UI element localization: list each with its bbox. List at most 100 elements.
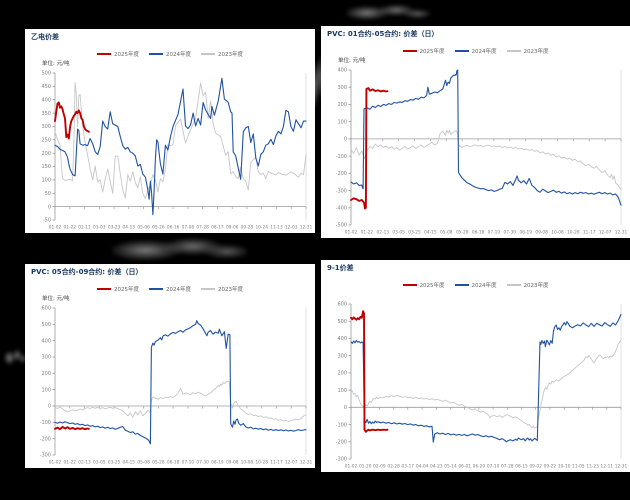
- x-tick-label: 11-17: [270, 459, 283, 465]
- chart-title: 乙电价差: [31, 33, 59, 41]
- x-tick-label: 03-05: [93, 459, 106, 465]
- series-line: [54, 319, 307, 445]
- x-tick-label: 06-01: [458, 463, 471, 469]
- y-tick-label: 500: [41, 322, 51, 328]
- x-tick-label: 04-13: [123, 224, 136, 230]
- x-tick-label: 01-20: [359, 463, 372, 469]
- series-line: [54, 101, 90, 140]
- legend-label: 2025年度: [114, 286, 139, 293]
- y-tick-label: 400: [41, 338, 51, 344]
- chart-legend: 2025年度 2024年度 2023年度: [321, 47, 630, 55]
- x-tick-label: 03-25: [108, 459, 121, 465]
- legend-item-2025: 2025年度: [97, 50, 139, 58]
- legend-label: 2024年度: [471, 282, 497, 289]
- y-tick-label: 350: [41, 111, 51, 117]
- x-tick-label: 09-08: [226, 459, 239, 465]
- watermark-smudge: [346, 3, 430, 21]
- x-tick-label: 12-31: [615, 463, 628, 469]
- y-tick-label: 250: [41, 137, 51, 143]
- x-tick-label: 05-14: [444, 463, 457, 469]
- x-tick-label: 12-07: [285, 459, 298, 465]
- series-line: [54, 81, 307, 199]
- y-tick-label: -400: [336, 205, 347, 211]
- x-tick-label: 12-11: [601, 463, 614, 469]
- chart-plot-area: 400 300 200 100 0 -100 -200 -300 -400 -500 01-02 01…: [323, 66, 628, 236]
- legend-line-swatch-red: [402, 283, 417, 286]
- y-tick-label: 200: [41, 151, 51, 157]
- x-tick-label: 06-18: [167, 459, 180, 465]
- x-tick-label: 03-17: [402, 463, 415, 469]
- x-tick-label: 02-13: [377, 229, 390, 235]
- y-tick-label: 400: [337, 336, 347, 342]
- x-tick-label: 11-17: [583, 229, 596, 235]
- x-tick-label: 01-02: [49, 459, 62, 465]
- watermark-smudge: [4, 348, 26, 366]
- x-tick-label: 09-22: [544, 463, 557, 469]
- chart-plot-area: 600 500 400 300 200 100 0 -100 -200 -300 01-02 01-2…: [323, 300, 628, 470]
- x-tick-label: 07-30: [504, 229, 517, 235]
- x-tick-label: 07-28: [501, 463, 514, 469]
- y-tick-label: -500: [336, 222, 347, 228]
- x-tick-label: 05-06: [137, 224, 150, 230]
- x-tick-label: 12-03: [285, 224, 298, 230]
- x-tick-label: 02-28: [387, 463, 400, 469]
- unit-label: 单位: 元/吨: [42, 295, 70, 302]
- legend-label: 2025年度: [419, 282, 445, 289]
- y-tick-label: 200: [41, 371, 51, 377]
- x-tick-label: 09-08: [535, 229, 548, 235]
- y-tick-label: 600: [337, 301, 347, 307]
- x-tick-label: 12-31: [615, 229, 628, 235]
- x-tick-label: 10-28: [255, 459, 268, 465]
- y-tick-label: -50: [43, 217, 51, 223]
- unit-label: [338, 292, 630, 299]
- chart-panel-pvc-05-09-spread: PVC: 05合约-09合约: 价差（日） 2025年度 2024年度 2023…: [25, 264, 315, 468]
- x-tick-label: 03-03: [93, 224, 106, 230]
- x-tick-label: 09-02: [529, 463, 542, 469]
- legend-label: 2025年度: [114, 51, 139, 58]
- y-tick-label: 500: [337, 319, 347, 325]
- legend-item-2024: 2024年度: [454, 47, 497, 55]
- x-tick-label: 10-24: [255, 224, 268, 230]
- x-tick-label: 04-04: [416, 463, 429, 469]
- x-tick-label: 05-28: [152, 459, 165, 465]
- chart-legend: 2025年度 2024年度 2023年度: [25, 285, 315, 293]
- x-tick-label: 12-07: [599, 229, 612, 235]
- series-line: [54, 77, 307, 215]
- x-tick-label: 09-06: [226, 224, 239, 230]
- chart-title: PVC: 05合约-09合约: 价差（日）: [31, 268, 143, 276]
- legend-line-swatch-red: [402, 49, 417, 52]
- y-tick-label: -300: [336, 188, 347, 194]
- legend-label: 2024年度: [471, 48, 497, 55]
- chart-panel-pvc-01-05-spread: PVC: 01合约-05合约: 价差（日） 2025年度 2024年度 2023…: [321, 26, 630, 238]
- y-tick-label: 400: [337, 67, 347, 73]
- x-tick-label: 02-09: [373, 463, 386, 469]
- legend-item-2024: 2024年度: [454, 281, 497, 289]
- x-tick-label: 11-23: [586, 463, 599, 469]
- x-tick-label: 05-28: [456, 229, 469, 235]
- legend-label: 2025年度: [419, 48, 445, 55]
- y-tick-label: -200: [40, 436, 51, 442]
- y-tick-label: -300: [40, 452, 51, 458]
- legend-label: 2024年度: [166, 286, 191, 293]
- legend-label: 2024年度: [166, 51, 191, 58]
- legend-line-swatch-blue: [149, 287, 163, 290]
- chart-plot-area: 500 450 400 350 300 250 200 150 100 50 0 -50 01-02 01…: [27, 69, 313, 231]
- x-tick-label: 04-23: [430, 463, 443, 469]
- legend-line-swatch-gray: [506, 283, 521, 286]
- y-tick-label: -300: [336, 456, 347, 462]
- x-tick-label: 05-08: [440, 229, 453, 235]
- x-tick-label: 03-23: [108, 224, 121, 230]
- x-tick-label: 11-13: [270, 224, 283, 230]
- x-tick-label: 06-18: [472, 229, 485, 235]
- chart-legend: 2025年度 2024年度 2023年度: [25, 50, 315, 58]
- series-line: [350, 313, 622, 443]
- series-line: [350, 339, 622, 429]
- chart-panel-9-1-spread: 9-1价差 2025年度 2024年度 2023年度 600 500 400 300 2…: [321, 260, 630, 472]
- legend-item-2024: 2024年度: [149, 285, 191, 293]
- x-tick-label: 10-08: [551, 229, 564, 235]
- x-tick-label: 12-31: [300, 459, 313, 465]
- legend-item-2023: 2023年度: [506, 281, 549, 289]
